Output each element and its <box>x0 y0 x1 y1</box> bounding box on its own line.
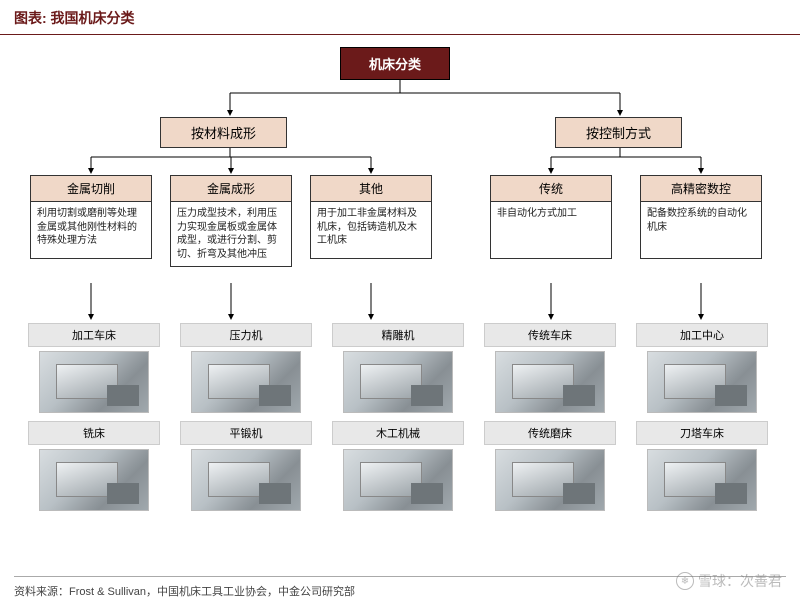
machine-image-placeholder <box>343 449 453 511</box>
leaf-title: 金属切削 <box>31 176 151 202</box>
leaf-desc: 配备数控系统的自动化机床 <box>641 202 761 258</box>
machine-cell: 平锻机 <box>180 421 312 511</box>
machine-label: 精雕机 <box>332 323 464 347</box>
node-traditional: 传统 非自动化方式加工 <box>490 175 612 259</box>
machine-cell: 刀塔车床 <box>636 421 768 511</box>
machine-cell: 加工车床 <box>28 323 160 413</box>
node-other: 其他 用于加工非金属材料及机床，包括铸造机及木工机床 <box>310 175 432 259</box>
node-label: 按材料成形 <box>191 126 256 141</box>
watermark: ❄ 雪球：次善君 <box>676 571 782 591</box>
machine-image-placeholder <box>495 351 605 413</box>
source-footer: 资料来源：Frost & Sullivan，中国机床工具工业协会，中金公司研究部 <box>14 576 786 599</box>
machine-cell: 铣床 <box>28 421 160 511</box>
leaf-title: 其他 <box>311 176 431 202</box>
machine-image-placeholder <box>343 351 453 413</box>
chart-title: 图表: 我国机床分类 <box>14 10 135 26</box>
machine-image-placeholder <box>191 449 301 511</box>
node-metal-cut: 金属切削 利用切割或磨削等处理金属或其他刚性材料的特殊处理方法 <box>30 175 152 259</box>
machine-image-placeholder <box>647 351 757 413</box>
node-root-label: 机床分类 <box>369 57 421 72</box>
tree-diagram: 机床分类 按材料成形 按控制方式 金属切削 利用切割或磨削等处理金属或其他刚性材… <box>0 35 800 555</box>
machine-label: 传统车床 <box>484 323 616 347</box>
leaf-desc: 非自动化方式加工 <box>491 202 611 258</box>
node-metal-form: 金属成形 压力成型技术，利用压力实现金属板或金属体成型，或进行分割、剪切、折弯及… <box>170 175 292 267</box>
watermark-text: 雪球：次善君 <box>698 571 782 591</box>
node-cnc: 高精密数控 配备数控系统的自动化机床 <box>640 175 762 259</box>
machine-grid: 加工车床 压力机 精雕机 传统车床 加工中心 铣床 平锻机 木工机械 <box>28 323 768 511</box>
leaf-desc: 利用切割或磨削等处理金属或其他刚性材料的特殊处理方法 <box>31 202 151 258</box>
machine-label: 加工车床 <box>28 323 160 347</box>
machine-image-placeholder <box>39 449 149 511</box>
machine-label: 木工机械 <box>332 421 464 445</box>
machine-image-placeholder <box>191 351 301 413</box>
machine-image-placeholder <box>647 449 757 511</box>
leaf-title: 传统 <box>491 176 611 202</box>
machine-label: 加工中心 <box>636 323 768 347</box>
machine-label: 铣床 <box>28 421 160 445</box>
machine-cell: 传统车床 <box>484 323 616 413</box>
source-text: 资料来源：Frost & Sullivan，中国机床工具工业协会，中金公司研究部 <box>14 586 355 598</box>
leaf-desc: 压力成型技术，利用压力实现金属板或金属体成型，或进行分割、剪切、折弯及其他冲压 <box>171 202 291 266</box>
machine-cell: 加工中心 <box>636 323 768 413</box>
machine-cell: 木工机械 <box>332 421 464 511</box>
node-label: 按控制方式 <box>586 126 651 141</box>
machine-label: 刀塔车床 <box>636 421 768 445</box>
node-root: 机床分类 <box>340 47 450 80</box>
machine-cell: 压力机 <box>180 323 312 413</box>
node-by-material: 按材料成形 <box>160 117 287 148</box>
machine-cell: 精雕机 <box>332 323 464 413</box>
leaf-title: 金属成形 <box>171 176 291 202</box>
machine-label: 压力机 <box>180 323 312 347</box>
snowball-icon: ❄ <box>676 572 694 590</box>
machine-label: 平锻机 <box>180 421 312 445</box>
node-by-control: 按控制方式 <box>555 117 682 148</box>
chart-header: 图表: 我国机床分类 <box>0 0 800 35</box>
machine-cell: 传统磨床 <box>484 421 616 511</box>
leaf-title: 高精密数控 <box>641 176 761 202</box>
leaf-desc: 用于加工非金属材料及机床，包括铸造机及木工机床 <box>311 202 431 258</box>
machine-label: 传统磨床 <box>484 421 616 445</box>
machine-image-placeholder <box>39 351 149 413</box>
machine-image-placeholder <box>495 449 605 511</box>
